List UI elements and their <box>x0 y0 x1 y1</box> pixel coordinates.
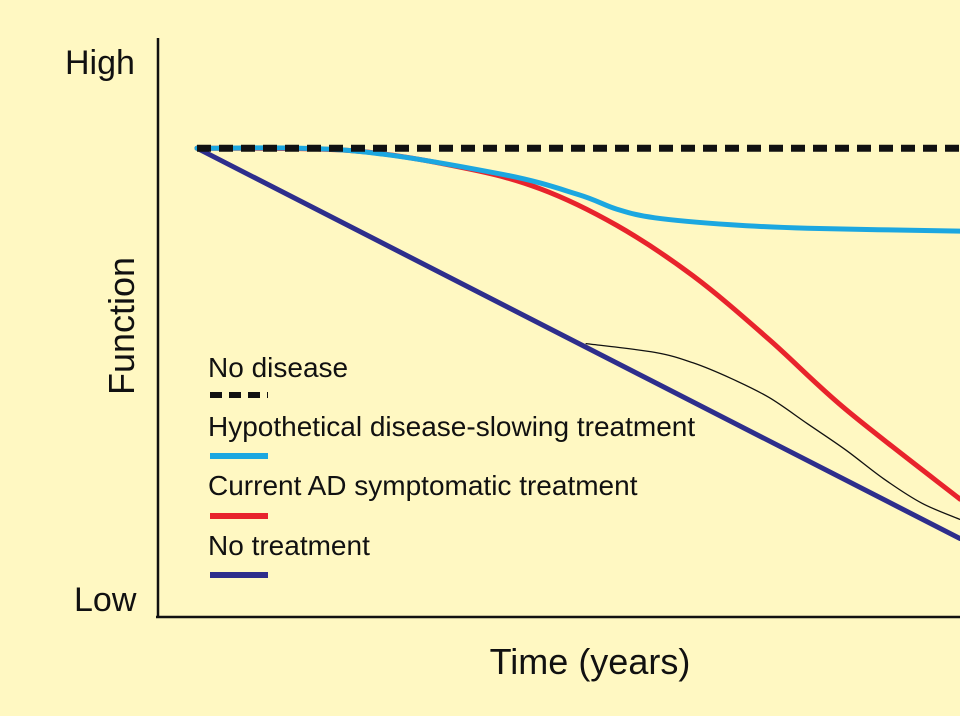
x-axis-label: Time (years) <box>490 641 691 682</box>
legend-label-no-treatment: No treatment <box>208 530 370 561</box>
y-tick-low: Low <box>74 581 137 619</box>
legend-label-hypothetical-treatment: Hypothetical disease-slowing treatment <box>208 411 695 442</box>
series-line-current-ad-treatment <box>194 145 960 502</box>
y-axis-label: Function <box>101 257 142 395</box>
series-line-thin-reference <box>585 343 960 521</box>
legend-label-no-disease: No disease <box>208 352 348 383</box>
legend: No disease Hypothetical disease-slowing … <box>208 352 695 578</box>
legend-label-current-ad-treatment: Current AD symptomatic treatment <box>208 470 638 501</box>
y-tick-high: High <box>65 44 135 82</box>
series-line-hypothetical-treatment <box>194 145 960 234</box>
series-layer <box>194 144 960 542</box>
series-line-no-treatment <box>194 145 960 542</box>
